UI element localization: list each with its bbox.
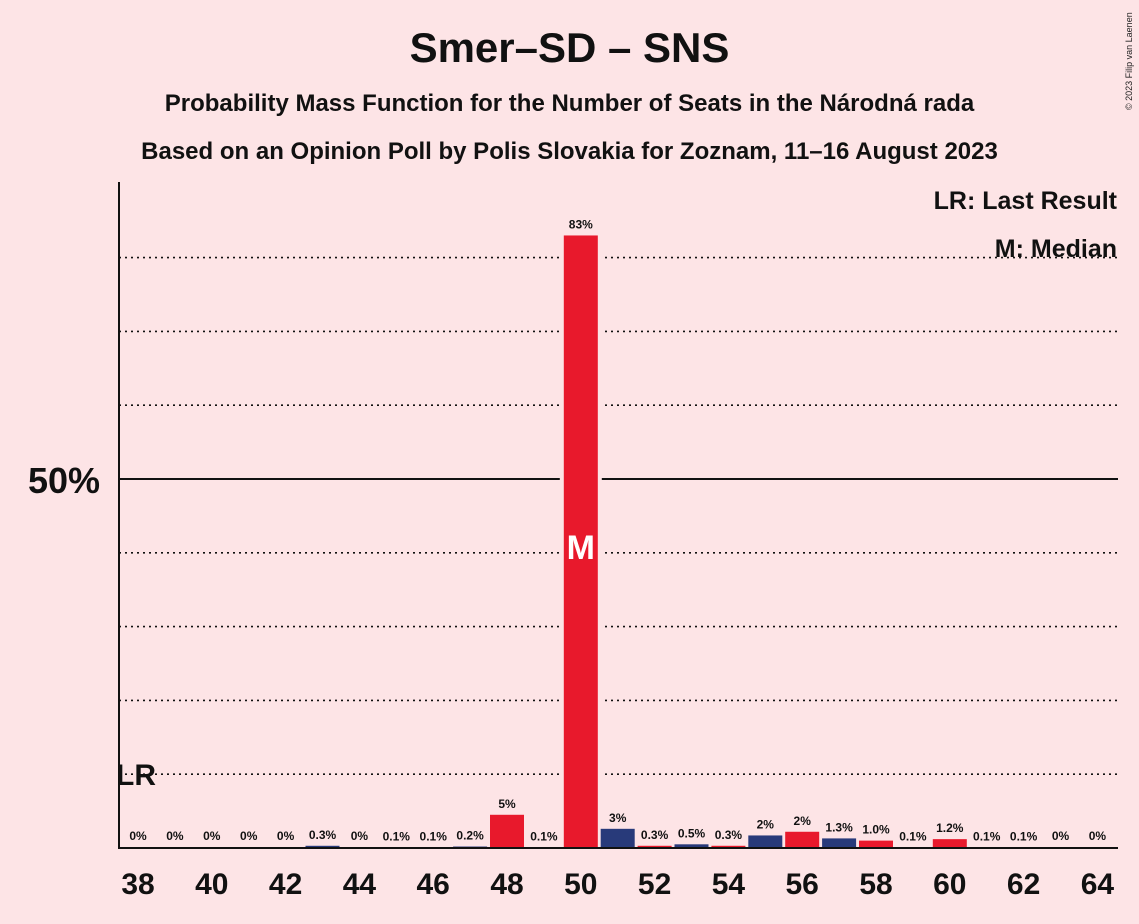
bar (490, 814, 524, 848)
bar-value-label: 0.1% (973, 829, 1001, 843)
bar-value-label: 0% (277, 829, 295, 843)
bar (859, 840, 893, 848)
bar-value-label: 0.1% (383, 829, 411, 843)
bar-value-label: 3% (609, 811, 627, 825)
bar (637, 845, 672, 848)
bar-value-label: 0% (203, 829, 221, 843)
bar-value-label: 0.1% (1010, 829, 1038, 843)
bar-value-label: 0.1% (530, 829, 558, 843)
bar-value-label: 0% (1052, 829, 1070, 843)
x-tick-label: 56 (786, 868, 819, 901)
bar (822, 838, 857, 848)
bar (785, 831, 820, 848)
chart-subtitle: Probability Mass Function for the Number… (164, 90, 975, 117)
x-tick-label: 42 (269, 868, 302, 901)
bar-value-label: 0.5% (678, 826, 706, 840)
bar-value-label: 83% (569, 217, 593, 231)
bar-value-label: 0% (240, 829, 258, 843)
x-tick-label: 60 (933, 868, 966, 901)
bar (748, 835, 783, 848)
gridlines (119, 256, 1118, 776)
x-tick-label: 38 (121, 868, 154, 901)
legend: LR: Last Result M: Median (934, 187, 1118, 263)
bar-value-label: 0% (351, 829, 369, 843)
bar-value-label: 2% (757, 817, 775, 831)
bar-value-label: 1.2% (936, 821, 964, 835)
chart-title: Smer–SD – SNS (409, 24, 730, 71)
chart-source: Based on an Opinion Poll by Polis Slovak… (141, 138, 998, 165)
x-tick-label: 58 (859, 868, 892, 901)
bar-value-label: 2% (794, 814, 812, 828)
x-tick-label: 40 (195, 868, 228, 901)
legend-median: M: Median (995, 235, 1117, 263)
bar (674, 844, 709, 848)
bar-value-label: 1.3% (825, 820, 853, 834)
x-tick-label: 44 (343, 868, 377, 901)
x-tick-label: 46 (417, 868, 450, 901)
bar (600, 828, 635, 848)
bar-value-label: 0.3% (309, 828, 337, 842)
bar-value-label: 0.3% (715, 828, 743, 842)
bar (711, 845, 746, 848)
bar (563, 235, 598, 848)
axes (118, 182, 1118, 849)
bar (932, 839, 967, 848)
bar-value-label: 0% (129, 829, 147, 843)
x-tick-label: 62 (1007, 868, 1040, 901)
bar-value-label: 5% (498, 797, 516, 811)
bars (305, 231, 1041, 848)
x-tick-label: 52 (638, 868, 671, 901)
x-tick-label: 50 (564, 868, 597, 901)
last-result-marker: LR (116, 759, 156, 792)
median-marker: M (567, 529, 595, 567)
x-tick-label: 54 (712, 868, 746, 901)
x-tick-label: 64 (1081, 868, 1115, 901)
y-tick-label: 50% (28, 460, 100, 501)
bar-value-label: 0.2% (456, 829, 484, 843)
bar (305, 845, 340, 848)
legend-last-result: LR: Last Result (934, 187, 1118, 215)
x-tick-label: 48 (490, 868, 523, 901)
y-tick-labels: 50% (28, 460, 100, 501)
bar-value-label: 0.3% (641, 828, 669, 842)
bar-value-label: 0.1% (420, 829, 448, 843)
x-tick-labels: 38 40 42 44 46 48 50 52 54 56 58 60 62 64 (121, 868, 1114, 901)
bar-value-label: 0.1% (899, 829, 927, 843)
bar-value-label: 0% (1089, 829, 1107, 843)
bar-value-labels: 0% LR 0% 0% 0% 0% 0.3% 0% 0.1% 0.1% 0.2% 5% 0.1% 83% M… (116, 217, 1106, 843)
bar-value-label: 1.0% (862, 823, 890, 837)
bar-value-label: 0% (166, 829, 184, 843)
